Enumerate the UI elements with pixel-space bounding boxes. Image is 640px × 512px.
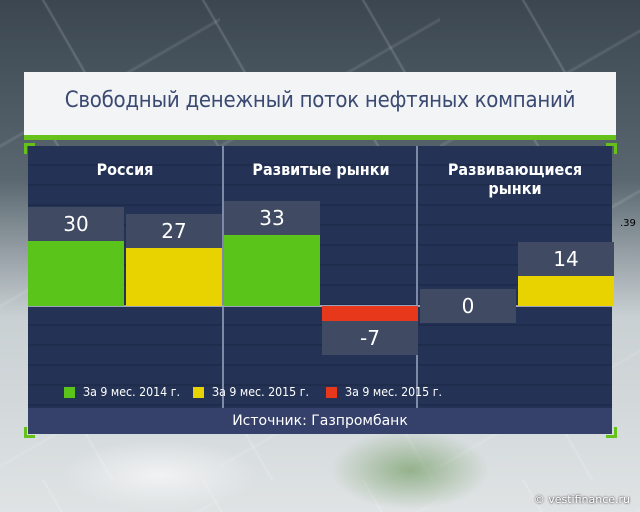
- legend-item: За 9 мес. 2014 г.: [64, 385, 188, 399]
- legend: За 9 мес. 2014 г. За 9 мес. 2015 г. За 9…: [28, 376, 612, 408]
- category-label-emerging: Развивающиеся рынки: [447, 160, 583, 198]
- bar-2015: [322, 306, 418, 322]
- data-label: 0: [420, 289, 516, 323]
- corner-bracket: [24, 427, 35, 438]
- bar-2014: [224, 235, 320, 306]
- data-label: 14: [518, 241, 614, 276]
- category-label-russia: Россия: [96, 160, 154, 179]
- source-caption: Источник: Газпромбанк: [28, 408, 612, 434]
- corner-bracket: [24, 143, 35, 154]
- data-label: 33: [224, 201, 320, 235]
- zero-baseline: [28, 305, 612, 307]
- watermark: © vestifinance.ru: [533, 493, 630, 506]
- background-fragment-text: .39: [620, 218, 636, 229]
- legend-label: За 9 мес. 2015 г.: [345, 385, 443, 399]
- legend-item: За 9 мес. 2015 г.: [326, 385, 450, 399]
- bar-2015: [518, 275, 614, 306]
- background-decoration: [330, 430, 490, 510]
- data-label: 30: [28, 207, 124, 242]
- background-decoration: [60, 440, 260, 510]
- chart-title: Свободный денежный поток нефтяных компан…: [64, 88, 576, 113]
- category-label-developed: Развитые рынки: [252, 160, 390, 179]
- corner-bracket: [606, 427, 617, 438]
- legend-label: За 9 мес. 2014 г.: [83, 385, 181, 399]
- data-label: -7: [322, 321, 418, 356]
- group-divider: [416, 146, 418, 408]
- bar-2015: [126, 247, 222, 306]
- corner-bracket: [606, 143, 617, 154]
- bar-2014: [28, 241, 124, 306]
- legend-swatch: [193, 386, 204, 398]
- legend-item: За 9 мес. 2015 г.: [193, 385, 317, 399]
- legend-swatch: [64, 386, 75, 398]
- data-label: 27: [126, 213, 222, 248]
- title-card: Свободный денежный поток нефтяных компан…: [24, 72, 616, 140]
- legend-label: За 9 мес. 2015 г.: [212, 385, 310, 399]
- chart-panel: Россия Развитые рынки Развивающиеся рынк…: [28, 146, 614, 408]
- group-divider: [222, 146, 224, 408]
- legend-swatch: [326, 386, 337, 398]
